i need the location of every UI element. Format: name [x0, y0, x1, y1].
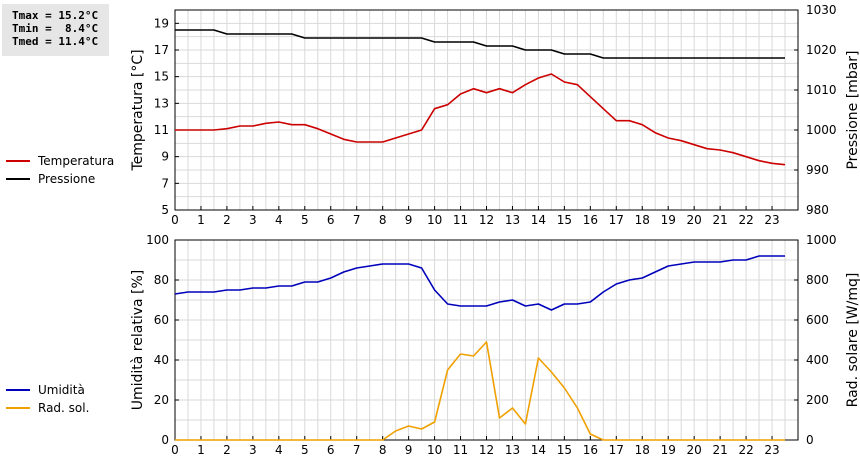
x-tick-label: 16 [583, 213, 598, 227]
x-tick-label: 11 [453, 443, 468, 457]
x-tick-label: 17 [609, 443, 624, 457]
x-tick-label: 4 [275, 443, 283, 457]
y-tick-label-left: 7 [161, 176, 169, 190]
legend-swatch [6, 178, 30, 180]
legend-swatch [6, 389, 30, 391]
x-tick-label: 3 [249, 443, 257, 457]
x-tick-label: 5 [301, 213, 309, 227]
legend-swatch [6, 407, 30, 409]
series-line-temperatura [175, 73, 786, 166]
x-tick-label: 22 [738, 443, 753, 457]
y-tick-label-left: 5 [161, 203, 169, 217]
x-tick-label: 21 [712, 213, 727, 227]
y-tick-label-left: 13 [154, 96, 169, 110]
x-tick-label: 23 [764, 443, 779, 457]
y-tick-label-left: 9 [161, 150, 169, 164]
x-tick-label: 13 [505, 213, 520, 227]
x-tick-label: 22 [738, 213, 753, 227]
legend-label: Rad. sol. [38, 401, 90, 415]
series-line-umidit [174, 255, 785, 311]
y-axis-title-right: Rad. solare [W/mq] [845, 273, 860, 408]
series-line-rad-sol [175, 341, 785, 441]
y-tick-label-left: 40 [154, 353, 169, 367]
x-tick-label: 8 [379, 443, 387, 457]
y-tick-label-right: 800 [806, 273, 829, 287]
x-tick-label: 14 [531, 443, 546, 457]
legend-label: Pressione [38, 172, 96, 186]
y-tick-label-right: 1010 [806, 83, 837, 97]
series-line-pressione [175, 29, 785, 59]
x-tick-label: 11 [453, 213, 468, 227]
x-tick-label: 15 [557, 443, 572, 457]
y-tick-label-left: 17 [154, 43, 169, 57]
y-tick-label-left: 80 [154, 273, 169, 287]
y-axis-title-left: Umidità relativa [%] [130, 270, 146, 411]
stats-box: Tmax = 15.2°C Tmin = 8.4°C Tmed = 11.4°C [2, 4, 109, 56]
stat-tmed: Tmed = 11.4°C [12, 35, 99, 48]
legend-label: Temperatura [38, 154, 115, 168]
x-tick-label: 4 [275, 213, 283, 227]
y-tick-label-right: 1000 [806, 233, 837, 247]
y-tick-label-right: 980 [806, 203, 829, 217]
y-tick-label-left: 15 [154, 70, 169, 84]
x-tick-label: 3 [249, 213, 257, 227]
x-tick-label: 1 [197, 213, 205, 227]
y-tick-label-left: 19 [154, 16, 169, 30]
x-tick-label: 20 [687, 213, 702, 227]
y-axis-title-right: Pressione [mbar] [845, 50, 860, 169]
y-tick-label-left: 20 [154, 393, 169, 407]
stat-tmin: Tmin = 8.4°C [12, 22, 99, 35]
y-tick-label-right: 1000 [806, 123, 837, 137]
y-tick-label-right: 990 [806, 163, 829, 177]
x-tick-label: 8 [379, 213, 387, 227]
x-tick-label: 16 [583, 443, 598, 457]
x-tick-label: 9 [405, 213, 413, 227]
x-tick-label: 12 [479, 443, 494, 457]
x-tick-label: 2 [223, 443, 231, 457]
x-tick-label: 18 [635, 213, 650, 227]
x-tick-label: 10 [427, 443, 442, 457]
y-tick-label-left: 0 [161, 433, 169, 447]
x-tick-label: 21 [712, 443, 727, 457]
stat-tmax: Tmax = 15.2°C [12, 9, 99, 22]
legend-swatch [6, 160, 30, 162]
x-tick-label: 18 [635, 443, 650, 457]
y-tick-label-right: 400 [806, 353, 829, 367]
y-tick-label-right: 600 [806, 313, 829, 327]
y-tick-label-left: 11 [154, 123, 169, 137]
y-tick-label-right: 1020 [806, 43, 837, 57]
y-axis-title-left: Temperatura [°C] [130, 49, 146, 171]
x-tick-label: 6 [327, 443, 335, 457]
x-tick-label: 17 [609, 213, 624, 227]
x-tick-label: 0 [171, 443, 179, 457]
x-tick-label: 5 [301, 443, 309, 457]
y-tick-label-left: 60 [154, 313, 169, 327]
x-tick-label: 0 [171, 213, 179, 227]
y-tick-label-right: 200 [806, 393, 829, 407]
x-tick-label: 13 [505, 443, 520, 457]
legend-label: Umidità [38, 383, 85, 397]
x-tick-label: 1 [197, 443, 205, 457]
x-tick-label: 19 [661, 443, 676, 457]
x-tick-label: 15 [557, 213, 572, 227]
x-tick-label: 23 [764, 213, 779, 227]
x-tick-label: 12 [479, 213, 494, 227]
x-tick-label: 14 [531, 213, 546, 227]
x-tick-label: 7 [353, 443, 361, 457]
x-tick-label: 10 [427, 213, 442, 227]
x-tick-label: 6 [327, 213, 335, 227]
x-tick-label: 9 [405, 443, 413, 457]
y-tick-label-right: 0 [806, 433, 814, 447]
x-tick-label: 2 [223, 213, 231, 227]
x-tick-label: 19 [661, 213, 676, 227]
x-tick-label: 20 [687, 443, 702, 457]
y-tick-label-left: 100 [146, 233, 169, 247]
x-tick-label: 7 [353, 213, 361, 227]
y-tick-label-right: 1030 [806, 3, 837, 17]
